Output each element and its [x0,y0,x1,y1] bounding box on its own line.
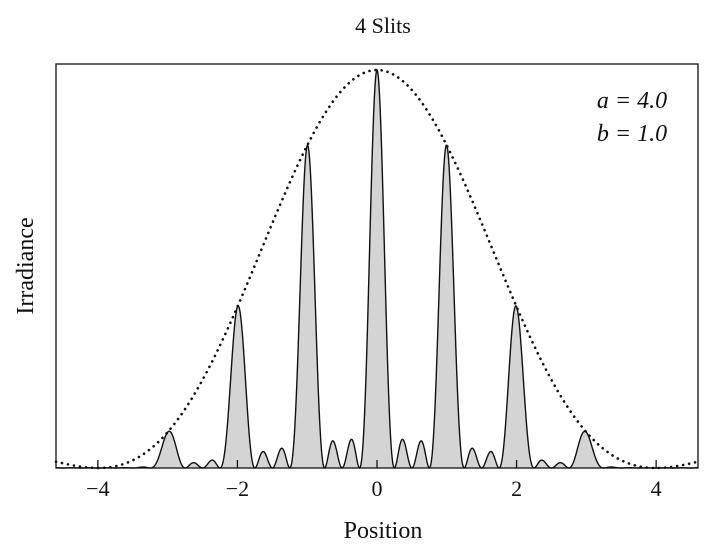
plot-area [54,68,700,470]
envelope-curve [54,68,700,470]
x-tick-label: −2 [226,476,249,501]
annotation-a: a = 4.0 [597,88,667,114]
annotation-b: b = 1.0 [597,121,667,147]
x-tick-label: 2 [511,476,522,501]
x-axis: −4 −2 0 2 4 [86,460,662,501]
x-tick-label: 4 [651,476,662,501]
chart-title: 4 Slits [355,13,411,38]
x-axis-label: Position [344,518,423,544]
irradiance-curve [55,68,699,469]
y-axis-label: Irradiance [13,217,39,314]
irradiance-fill [56,70,698,468]
x-tick-label: 0 [372,476,383,501]
x-tick-label: −4 [86,476,109,501]
